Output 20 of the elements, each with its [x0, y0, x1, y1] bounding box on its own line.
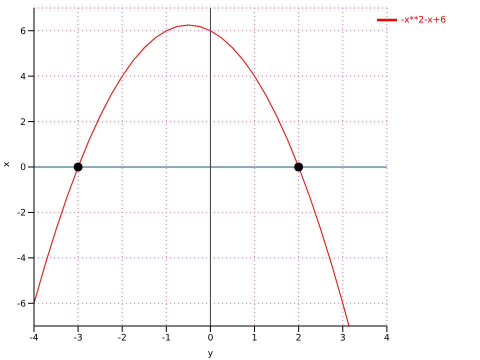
x-tick-label: -3: [74, 333, 83, 344]
y-tick-label: 4: [20, 72, 26, 82]
y-tick-label: 0: [20, 163, 26, 174]
legend-label: -x**2-x+6: [400, 15, 446, 26]
x-axis-title: y: [208, 349, 214, 359]
line-series: [34, 24, 350, 326]
x-tick-label: -2: [118, 333, 127, 344]
y-axis-title: x: [2, 161, 12, 167]
y-tick-label: 2: [20, 118, 26, 128]
y-tick-label: -4: [17, 254, 26, 264]
y-tick-label: 6: [20, 26, 26, 37]
y-tick-label: -2: [17, 208, 26, 219]
x-tick-label: 0: [208, 333, 214, 344]
x-tick-label: 4: [384, 333, 390, 344]
y-tick-label: -6: [17, 299, 26, 310]
x-tick-label: -1: [162, 333, 171, 344]
x-tick-label: 1: [252, 333, 258, 344]
x-tick-label: 3: [340, 333, 346, 344]
x-tick-label: -4: [30, 333, 39, 344]
x-tick-label: 2: [296, 333, 302, 344]
